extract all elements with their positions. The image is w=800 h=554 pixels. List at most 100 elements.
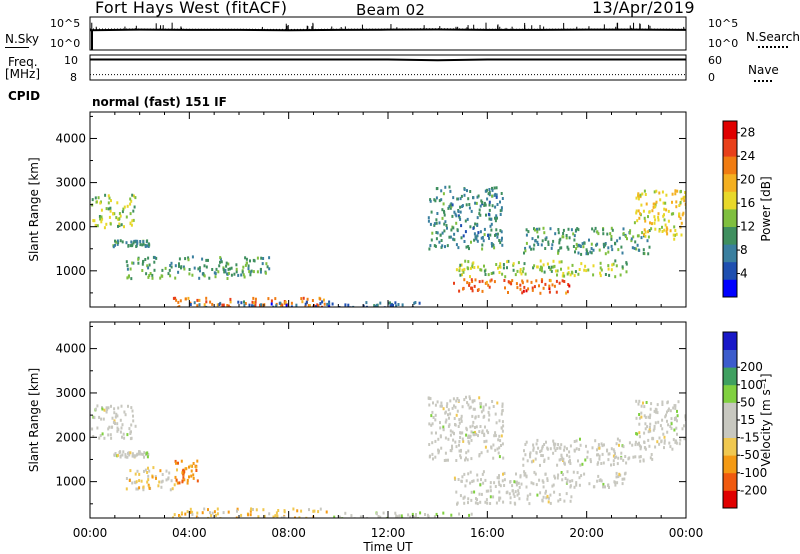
velocity-cell [449, 412, 452, 416]
velocity-cell [439, 421, 441, 425]
power-cell [562, 232, 565, 235]
power-cell [684, 202, 686, 206]
velocity-cell [263, 514, 266, 518]
power-cell [495, 186, 498, 190]
velocity-cell [557, 473, 560, 477]
power-cell [541, 266, 543, 270]
velocity-cell [575, 481, 578, 485]
velocity-cell [447, 424, 450, 428]
velocity-cell [439, 404, 442, 408]
velocity-cell [190, 474, 193, 478]
velocity-cell [563, 448, 566, 452]
velocity-cell [181, 471, 184, 475]
power-cell [119, 214, 122, 218]
velocity-cell [623, 477, 626, 481]
velocity-cell [647, 438, 650, 442]
velocity-cell [500, 444, 502, 447]
velocity-cell [124, 455, 127, 459]
power-cell [590, 247, 593, 250]
velocity-cell [127, 404, 129, 408]
velocity-cell [485, 439, 488, 443]
power-cell [661, 225, 663, 229]
velocity-cell [456, 409, 459, 413]
velocity-cell [211, 511, 214, 515]
power-cell [290, 305, 293, 307]
velocity-colorbar-label: 15 [740, 413, 755, 427]
power-cell [144, 258, 147, 261]
power-cell [248, 270, 251, 274]
velocity-cell [456, 397, 459, 400]
velocity-cell [509, 496, 512, 500]
velocity-cell [498, 496, 501, 500]
power-cell [635, 209, 638, 213]
power-cell [553, 284, 556, 288]
velocity-cell [620, 456, 622, 460]
power-cell [130, 223, 133, 227]
power-cell [131, 219, 134, 223]
x-axis-label: Time UT [362, 540, 413, 554]
velocity-cell [144, 468, 147, 472]
power-cell [679, 190, 682, 194]
power-cell [491, 243, 494, 247]
power-colorbar-swatch [723, 191, 737, 210]
velocity-cell [502, 472, 504, 476]
power-cell [476, 216, 479, 220]
power-cell [657, 218, 660, 222]
velocity-cell [618, 439, 621, 443]
power-cell [533, 264, 536, 268]
power-cell [532, 266, 535, 270]
velocity-cell [458, 399, 460, 403]
velocity-cell [487, 489, 490, 493]
power-cell [548, 284, 551, 288]
velocity-cell [666, 430, 669, 434]
velocity-cell [129, 437, 132, 441]
velocity-cell [530, 481, 533, 485]
velocity-cell [502, 500, 505, 504]
power-cell [132, 194, 135, 198]
power-cell [114, 239, 116, 243]
power-cell [235, 270, 238, 274]
power-cell [211, 302, 214, 306]
power-cell [548, 265, 550, 269]
power-cell [563, 274, 566, 278]
velocity-cell [614, 483, 617, 487]
power-cell [188, 268, 191, 271]
velocity-cell [106, 407, 109, 411]
power-cell [429, 222, 432, 226]
power-colorbar-swatch [723, 121, 737, 139]
velocity-cell [497, 451, 500, 455]
power-cell [578, 268, 581, 271]
power-cell [583, 241, 586, 245]
freq-tick-top: 10 [64, 54, 78, 67]
velocity-cell [135, 480, 138, 484]
power-cell [260, 303, 263, 307]
power-cell [123, 225, 125, 229]
power-cell [100, 215, 103, 219]
power-cell [665, 208, 668, 212]
power-cell [490, 242, 493, 245]
power-cell [169, 274, 172, 278]
velocity-cell [597, 474, 600, 478]
velocity-cell [116, 429, 119, 433]
power-cell [519, 287, 522, 291]
power-cell [501, 243, 504, 247]
velocity-cell [478, 430, 481, 434]
velocity-cell [466, 401, 469, 405]
power-cell [463, 240, 466, 243]
velocity-cell [382, 511, 385, 515]
velocity-colorbar-swatch [723, 402, 737, 421]
velocity-cell [652, 428, 655, 432]
power-cell [675, 232, 678, 236]
power-cell [486, 188, 488, 192]
power-cell [521, 279, 524, 283]
power-cell [440, 239, 443, 242]
power-cell [511, 279, 514, 283]
power-cell [108, 215, 111, 219]
power-cell [170, 265, 173, 269]
velocity-colorbar-label: -50 [740, 448, 760, 462]
power-cell [581, 242, 584, 246]
power-cell [647, 235, 650, 239]
power-cell [604, 252, 607, 256]
velocity-cell [489, 502, 492, 505]
velocity-cell [165, 469, 168, 473]
